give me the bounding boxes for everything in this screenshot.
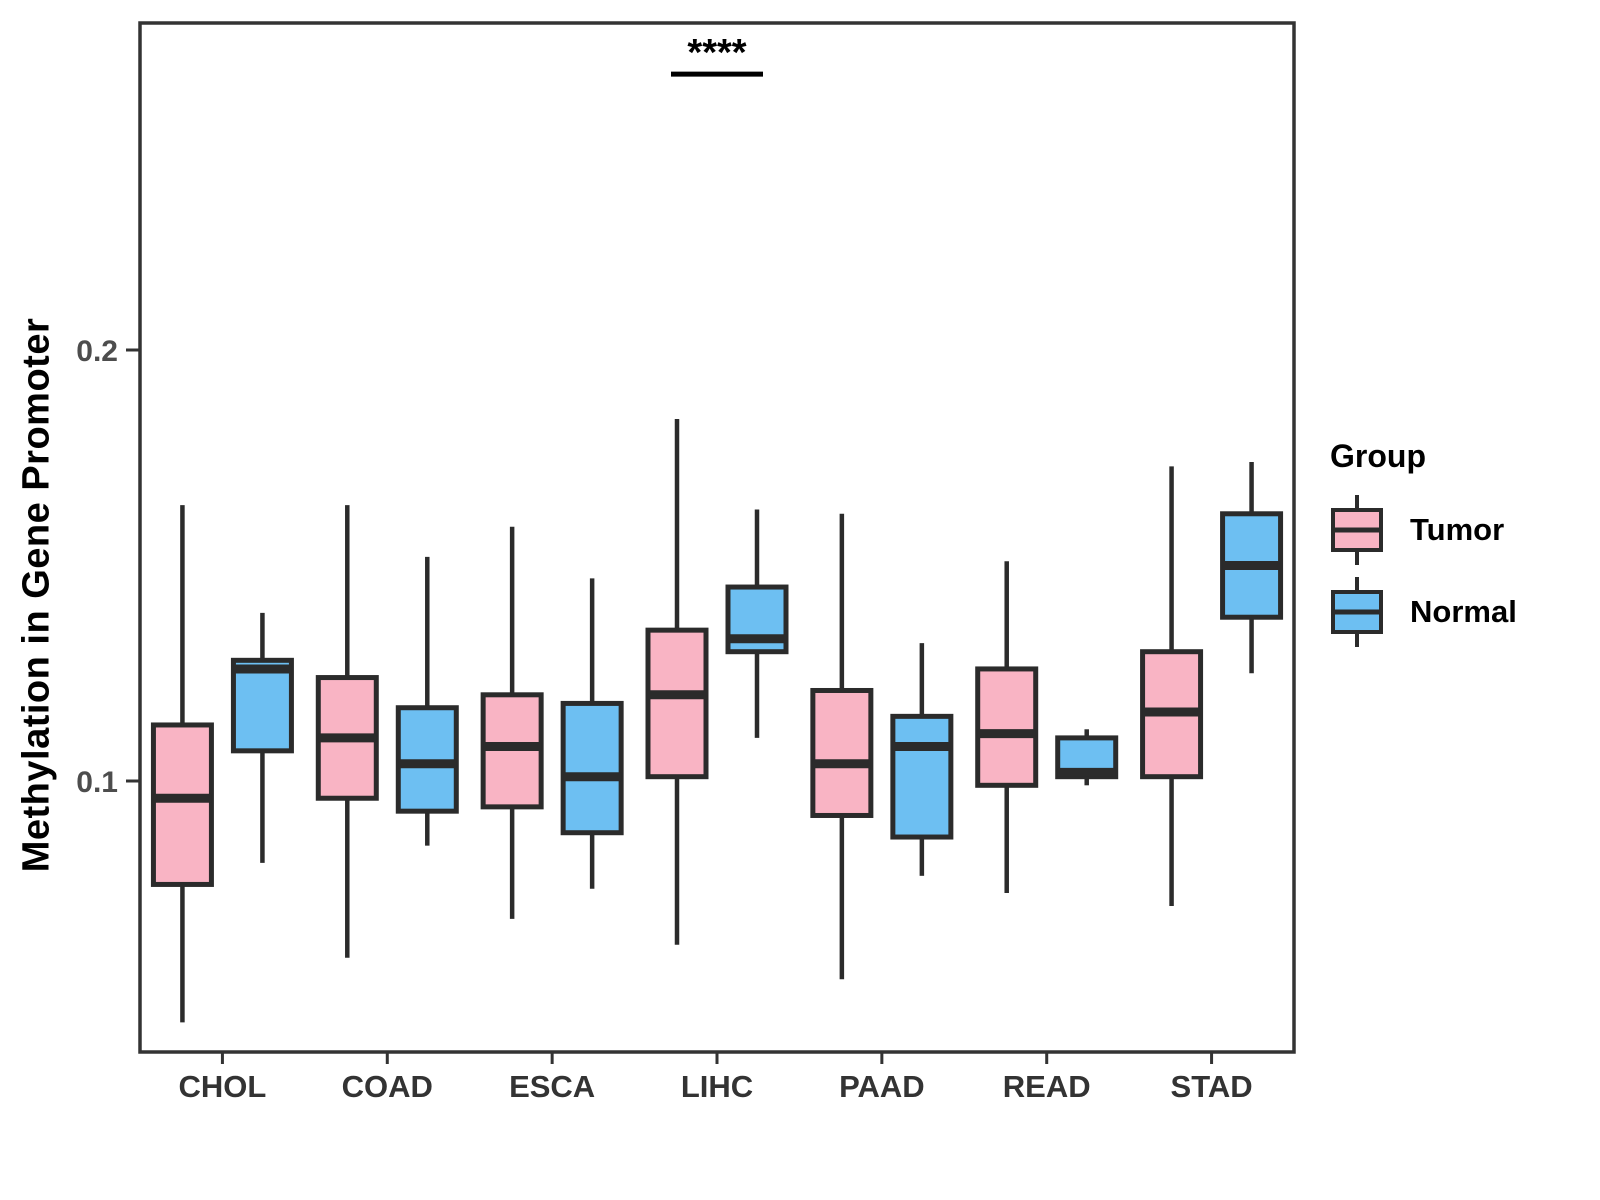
tumor-boxplot-key-icon <box>1331 495 1383 565</box>
x-category-label: STAD <box>1171 1069 1253 1104</box>
box-tumor-CHOL <box>150 505 214 1023</box>
x-category-label: LIHC <box>681 1069 753 1104</box>
iqr-box <box>230 657 294 754</box>
box-tumor-STAD <box>1140 466 1204 906</box>
box-tumor-LIHC <box>645 418 709 945</box>
iqr-box <box>890 713 954 840</box>
x-category-label: CHOL <box>179 1069 267 1104</box>
x-category-label: READ <box>1003 1069 1091 1104</box>
box-normal-STAD <box>1220 462 1284 674</box>
box-normal-COAD <box>395 556 459 846</box>
box-tumor-COAD <box>315 505 379 958</box>
legend: Group Tumor Normal <box>1328 438 1517 649</box>
box-normal-ESCA <box>560 578 624 889</box>
significance-stars: **** <box>687 32 746 74</box>
panel-border <box>138 21 1296 1054</box>
legend-item-tumor: Tumor <box>1328 493 1517 567</box>
box-tumor-PAAD <box>810 513 874 980</box>
x-category-label: ESCA <box>509 1069 595 1104</box>
x-category-label: COAD <box>342 1069 433 1104</box>
legend-label-tumor: Tumor <box>1410 512 1505 547</box>
box-normal-LIHC <box>725 509 789 738</box>
box-tumor-ESCA <box>480 526 544 919</box>
box-normal-READ <box>1055 729 1119 786</box>
normal-boxplot-key-icon <box>1331 577 1383 647</box>
iqr-box <box>560 700 624 836</box>
y-axis-title: Methylation in Gene Promoter <box>15 317 58 873</box>
box-tumor-READ <box>975 561 1039 894</box>
legend-label-normal: Normal <box>1410 594 1517 629</box>
x-category-label: PAAD <box>839 1069 925 1104</box>
y-tick-label: 0.2 <box>76 335 118 368</box>
iqr-box <box>150 722 214 887</box>
y-tick-label: 0.1 <box>76 766 118 799</box>
iqr-box <box>645 627 709 780</box>
iqr-box <box>810 687 874 818</box>
iqr-box <box>975 666 1039 788</box>
box-normal-CHOL <box>230 612 294 863</box>
legend-item-normal: Normal <box>1328 575 1517 649</box>
legend-title: Group <box>1330 438 1426 474</box>
box-normal-PAAD <box>890 643 954 876</box>
